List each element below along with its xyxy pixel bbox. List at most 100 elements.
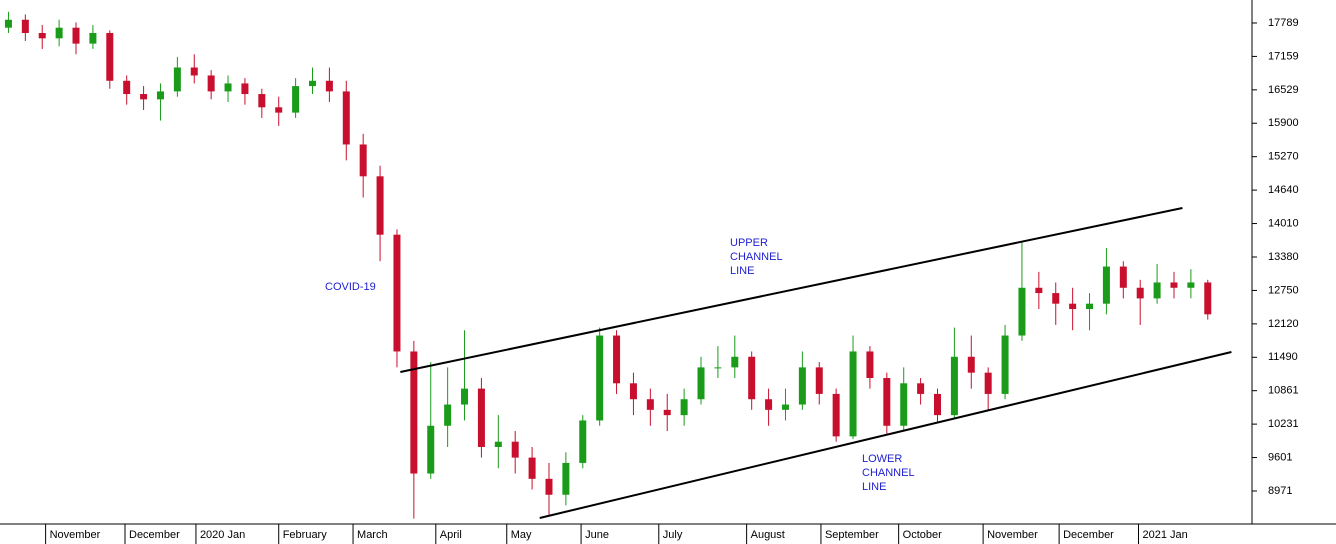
annotation: CHANNEL	[862, 467, 915, 479]
candle-body	[1153, 282, 1161, 299]
candle-body	[613, 335, 621, 384]
candle-body	[190, 67, 198, 76]
candle-body	[697, 367, 705, 400]
candle-body	[511, 441, 519, 458]
candle-body	[967, 356, 975, 373]
candle-body	[900, 383, 908, 426]
x-tick-label: September	[825, 529, 879, 541]
annotation: CHANNEL	[730, 251, 783, 263]
candle-body	[72, 27, 80, 44]
candle-body	[748, 356, 756, 400]
plot-area	[4, 11, 1232, 519]
y-tick-label: 9601	[1268, 451, 1292, 463]
candle-body	[207, 75, 215, 92]
y-tick-label: 10861	[1268, 385, 1299, 397]
candle-body	[1136, 287, 1144, 299]
candle-body	[1052, 293, 1060, 304]
y-tick-label: 15900	[1268, 117, 1299, 129]
x-tick-label: November	[987, 529, 1038, 541]
candle-body	[798, 367, 806, 405]
y-tick-label: 17159	[1268, 50, 1299, 62]
channel-line	[400, 207, 1183, 373]
x-tick-label: February	[283, 529, 328, 541]
candle-body	[866, 351, 874, 378]
candle-body	[342, 91, 350, 145]
candle-body	[376, 176, 384, 235]
candle-body	[714, 367, 722, 369]
candle-body	[325, 80, 333, 92]
y-tick-label: 14010	[1268, 217, 1299, 229]
candle-body	[917, 383, 925, 394]
y-tick-label: 13380	[1268, 251, 1299, 263]
candle-body	[562, 462, 570, 495]
candle-body	[4, 19, 12, 28]
candle-body	[680, 399, 688, 416]
candle-body	[173, 67, 181, 92]
candle-body	[883, 377, 891, 426]
candle-body	[1119, 266, 1127, 288]
candle-body	[984, 372, 992, 394]
annotation: LOWER	[862, 453, 902, 465]
candle-body	[1086, 303, 1094, 309]
candle-body	[55, 27, 63, 39]
x-tick-label: 2020 Jan	[200, 529, 245, 541]
x-tick-label: March	[357, 529, 388, 541]
candle-body	[849, 351, 857, 437]
annotation: LINE	[730, 265, 754, 277]
candle-body	[596, 335, 604, 421]
candle-body	[393, 234, 401, 352]
candle-body	[38, 33, 46, 39]
y-tick-label: 11490	[1268, 351, 1298, 363]
candle-body	[1102, 266, 1110, 304]
candle-body	[292, 86, 300, 113]
candle-body	[1069, 303, 1077, 309]
candle-body	[528, 457, 536, 479]
candle-body	[815, 367, 823, 394]
x-tick-label: 2021 Jan	[1143, 529, 1188, 541]
candle-body	[241, 83, 249, 95]
candle-body	[1001, 335, 1009, 394]
annotation: UPPER	[730, 237, 768, 249]
candle-body	[629, 383, 637, 400]
x-tick-label: May	[511, 529, 532, 541]
candle-body	[731, 356, 739, 368]
candle-body	[309, 80, 316, 87]
candle-body	[427, 425, 435, 474]
x-tick-label: December	[129, 529, 180, 541]
x-tick-label: November	[50, 529, 101, 541]
candle-body	[156, 91, 164, 100]
candle-body	[461, 388, 469, 405]
y-tick-label: 12750	[1268, 284, 1299, 296]
x-tick-label: June	[585, 529, 609, 541]
x-tick-label: April	[440, 529, 462, 541]
candle-body	[477, 388, 485, 447]
candle-body	[494, 441, 502, 447]
candle-body	[359, 144, 367, 177]
candle-body	[258, 94, 266, 108]
candle-body	[275, 107, 283, 113]
candle-body	[21, 19, 29, 34]
candle-body	[781, 404, 789, 410]
annotation: LINE	[862, 481, 886, 493]
candle-body	[579, 420, 587, 463]
y-tick-label: 14640	[1268, 184, 1299, 196]
y-tick-label: 8971	[1268, 485, 1292, 497]
x-tick-label: August	[751, 529, 785, 541]
candle-body	[1170, 282, 1178, 288]
candle-body	[1187, 282, 1195, 288]
candle-body	[1018, 287, 1026, 336]
candle-body	[832, 393, 840, 437]
x-tick-label: December	[1063, 529, 1114, 541]
candle-body	[950, 356, 958, 416]
candle-body	[646, 399, 654, 410]
candle-body	[89, 33, 97, 44]
y-tick-label: 16529	[1268, 84, 1299, 96]
y-tick-label: 10231	[1268, 418, 1299, 430]
y-tick-label: 12120	[1268, 318, 1299, 330]
candle-body	[140, 94, 148, 100]
candle-body	[224, 83, 232, 92]
candle-body	[1035, 287, 1043, 294]
x-tick-label: July	[663, 529, 683, 541]
